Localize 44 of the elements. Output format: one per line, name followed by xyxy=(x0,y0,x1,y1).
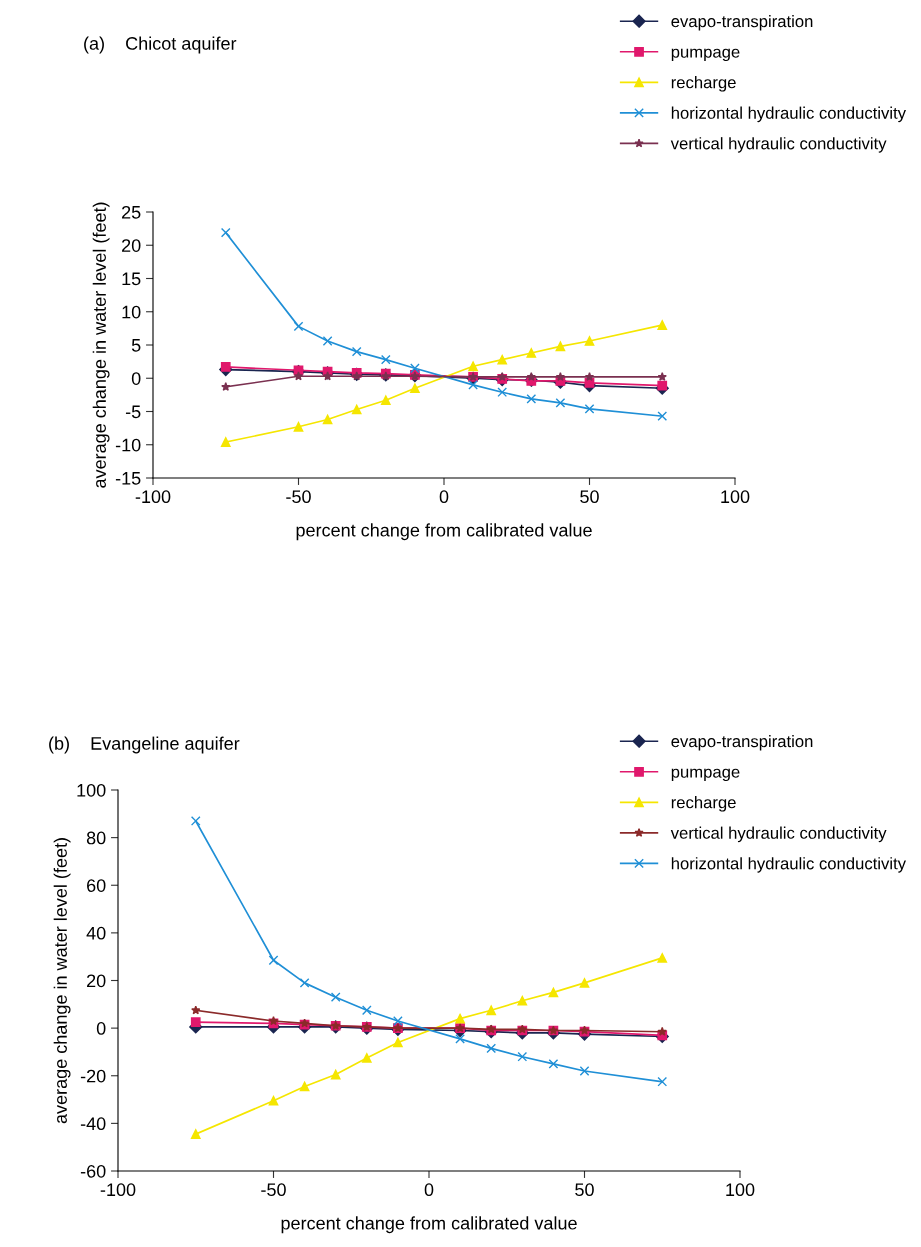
x-tick-label: 100 xyxy=(721,490,750,504)
legend-label: recharge xyxy=(671,76,736,92)
y-tick-label: 0 xyxy=(96,1022,106,1035)
y-tick-label: 5 xyxy=(131,339,141,352)
y-tick-label: 15 xyxy=(122,272,141,286)
y-tick-label: -20 xyxy=(80,1069,106,1083)
x-tick-label: 50 xyxy=(580,490,599,504)
y-tick-label: 40 xyxy=(86,926,106,940)
legend-label: horizontal hydraulic conductivity xyxy=(671,106,906,123)
legend-label: horizontal hydraulic conductivity xyxy=(671,857,906,873)
y-tick-label: -40 xyxy=(80,1117,106,1131)
legend-label: vertical hydraulic conductivity xyxy=(670,137,887,153)
legend-label: pumpage xyxy=(671,768,740,782)
y-tick-label: 80 xyxy=(86,831,106,845)
y-tick-label: 60 xyxy=(87,879,106,892)
x-tick-label: 0 xyxy=(424,1183,434,1197)
y-tick-label: -5 xyxy=(125,405,141,419)
legend-label: pumpage xyxy=(671,48,740,62)
y-tick-label: 20 xyxy=(122,239,141,252)
legend-label: evapo-transpiration xyxy=(671,735,813,751)
legend-label: evapo-transpiration xyxy=(671,15,813,31)
y-axis-title: average change in water level (feet) xyxy=(53,838,71,1124)
legend-label: vertical hydraulic conductivity xyxy=(670,826,887,843)
y-tick-label: 10 xyxy=(122,305,141,319)
y-tick-label: 0 xyxy=(131,372,141,385)
y-tick-label: -10 xyxy=(115,438,141,452)
y-tick-label: -15 xyxy=(115,472,141,485)
x-tick-label: -100 xyxy=(100,1183,136,1197)
x-tick-label: -50 xyxy=(286,490,311,504)
x-tick-label: -50 xyxy=(261,1183,286,1197)
y-tick-label: 100 xyxy=(77,783,106,797)
x-axis-title: percent change from calibrated value xyxy=(281,1216,577,1234)
x-axis-title: percent change from calibrated value xyxy=(296,523,592,541)
x-tick-label: 100 xyxy=(726,1183,755,1197)
y-tick-label: 25 xyxy=(122,205,141,219)
x-tick-label: 50 xyxy=(575,1183,594,1197)
chart-title: (b) Evangeline aquifer xyxy=(49,736,240,754)
legend-label: recharge xyxy=(671,796,736,812)
chart-title: (a) Chicot aquifer xyxy=(84,36,237,54)
y-axis-title: average change in water level (feet) xyxy=(92,202,110,488)
x-tick-label: 0 xyxy=(439,490,449,504)
y-tick-label: 20 xyxy=(87,974,106,988)
y-tick-label: -60 xyxy=(80,1164,106,1178)
x-tick-label: -100 xyxy=(135,490,171,504)
